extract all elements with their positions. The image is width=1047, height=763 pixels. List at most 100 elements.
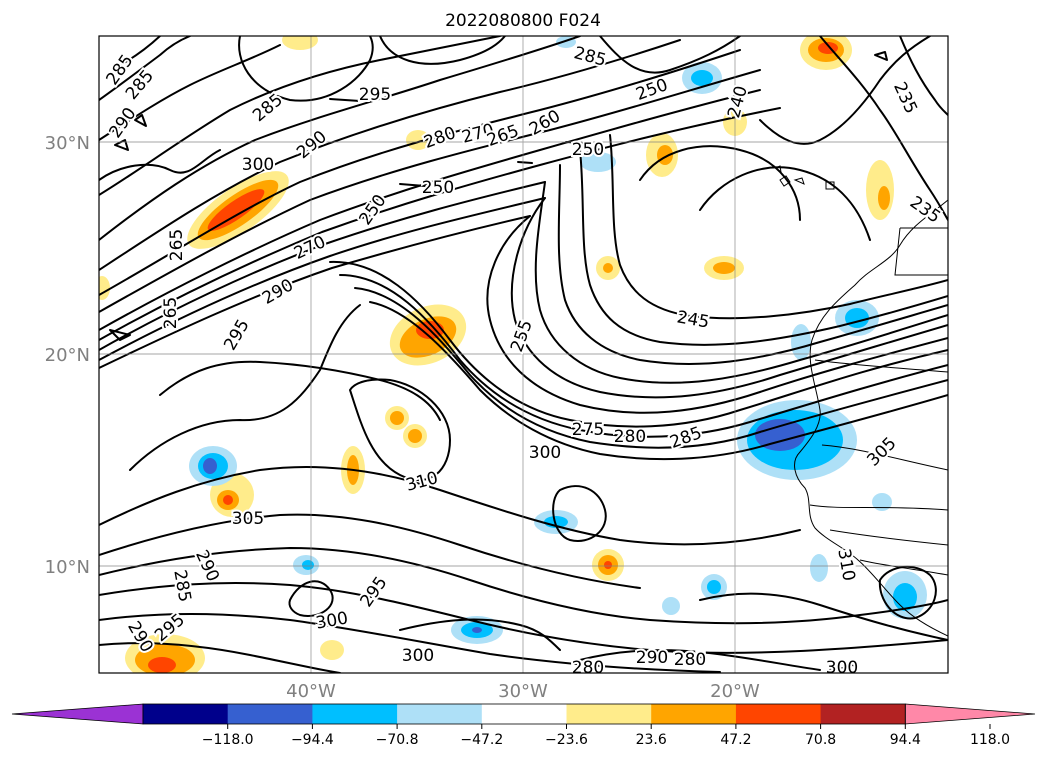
contour-line: [699, 166, 871, 241]
africa-coast: [794, 199, 948, 637]
contour-line: [99, 49, 741, 296]
colorbar-swatch: [143, 704, 229, 724]
cool-patch: [707, 580, 721, 594]
colorbar-tick-label: 23.6: [636, 732, 667, 748]
cool-patch: [691, 70, 713, 86]
contour-line: [99, 215, 531, 369]
cool-patch: [872, 493, 892, 511]
contour-label: 250: [572, 140, 604, 160]
contour-line: [599, 36, 741, 74]
contour-line: [99, 547, 948, 625]
island: [775, 165, 782, 174]
contour-line: [399, 183, 426, 187]
colorbar-swatch: [397, 704, 483, 724]
contour-line: [579, 649, 821, 671]
contour-label: 300: [402, 646, 434, 666]
colorbar-tick-label: 94.4: [890, 732, 921, 748]
colorbar-tick-label: −94.4: [291, 732, 334, 748]
contour-line: [329, 260, 948, 428]
contour-label-halo: 250: [422, 178, 454, 198]
contour-label: 295: [359, 85, 391, 105]
border: [821, 444, 948, 471]
contour-line: [99, 44, 281, 141]
border: [894, 227, 948, 276]
contour-line: [99, 107, 781, 341]
colorbar-tick-label: 118.0: [970, 732, 1010, 748]
colorbar-tick-label: −47.2: [460, 732, 503, 748]
contour-line: [99, 181, 546, 351]
contour-label-halo: 300: [402, 646, 434, 666]
contour-line: [579, 149, 948, 346]
coastline: [775, 165, 948, 637]
contour-line: [134, 114, 147, 127]
cool-patch: [302, 560, 314, 570]
colorbar-tick-label: −70.8: [376, 732, 419, 748]
contour-label: 280: [614, 427, 646, 447]
contour-line: [99, 39, 681, 271]
contour-line: [349, 378, 451, 481]
contour-label-halo: 295: [826, 658, 858, 678]
warm-patch: [390, 411, 404, 425]
contour-line: [369, 301, 948, 461]
colorbar: −118.0 −94.4 −70.8 −47.2 −23.6 23.6 47.2 70.8 94…: [11, 703, 1036, 748]
warm-patch: [406, 130, 430, 150]
warm-patch: [282, 36, 318, 50]
contour-line: [609, 134, 948, 320]
contour-line: [517, 161, 533, 164]
cool-patch: [580, 152, 616, 172]
border: [859, 559, 948, 576]
contour-line: [510, 197, 948, 399]
map-plot-area: 2852852852852902902952952852853003002902…: [99, 36, 948, 678]
island: [793, 177, 805, 185]
contour-label-halo: 285: [674, 650, 706, 670]
contour-label-halo: 280: [614, 427, 646, 447]
contour-line: [109, 329, 131, 341]
colorbar-extend-high: [904, 703, 1036, 725]
colorbar-swatch: [820, 704, 906, 724]
contour-label: 265: [167, 229, 187, 261]
contour-line: [99, 89, 761, 331]
border: [809, 504, 948, 511]
lon-label: 40°W: [286, 681, 336, 702]
contour-label-halo: 265: [167, 229, 187, 261]
colorbar-swatch: [312, 704, 398, 724]
lat-label: 20°N: [45, 345, 90, 366]
cool-patch: [845, 308, 869, 328]
colorbar-swatch: [651, 704, 737, 724]
contour-line: [534, 181, 948, 384]
contour-line: [99, 36, 191, 101]
contour-line: [339, 274, 948, 438]
warm-patch: [223, 495, 233, 505]
contour-label: 295: [826, 658, 858, 678]
contour-line: [288, 580, 334, 617]
colorbar-frame: [142, 703, 906, 725]
contour-line: [486, 215, 948, 414]
contour-line: [759, 36, 931, 145]
warm-patch: [99, 276, 110, 300]
contour-line: [639, 145, 801, 221]
contour-label: 305: [232, 509, 264, 529]
contour-label: 300: [529, 443, 561, 463]
contour-line: [379, 36, 506, 65]
warm-patch: [604, 561, 612, 569]
contour-line: [399, 618, 561, 651]
contour-line: [899, 36, 948, 116]
warm-patch: [408, 429, 422, 443]
colorbar-tick-label: −118.0: [202, 732, 254, 748]
island: [825, 181, 835, 190]
cool-patch: [791, 324, 811, 360]
contour-label: 285: [674, 650, 706, 670]
contour-line: [354, 287, 948, 449]
contour-label-halo: 290: [636, 648, 668, 668]
contour-label: 250: [422, 178, 454, 198]
lon-label: 20°W: [710, 681, 760, 702]
colorbar-tick-label: 47.2: [720, 732, 751, 748]
contour-label: 280: [674, 650, 706, 670]
contour-line: [159, 360, 441, 421]
lat-label: 10°N: [45, 557, 90, 578]
contour-label-halo: 280: [572, 658, 604, 678]
cool-patch: [810, 554, 828, 582]
colorbar-tick-label: −23.6: [545, 732, 588, 748]
contour-label-halo: 295: [359, 85, 391, 105]
